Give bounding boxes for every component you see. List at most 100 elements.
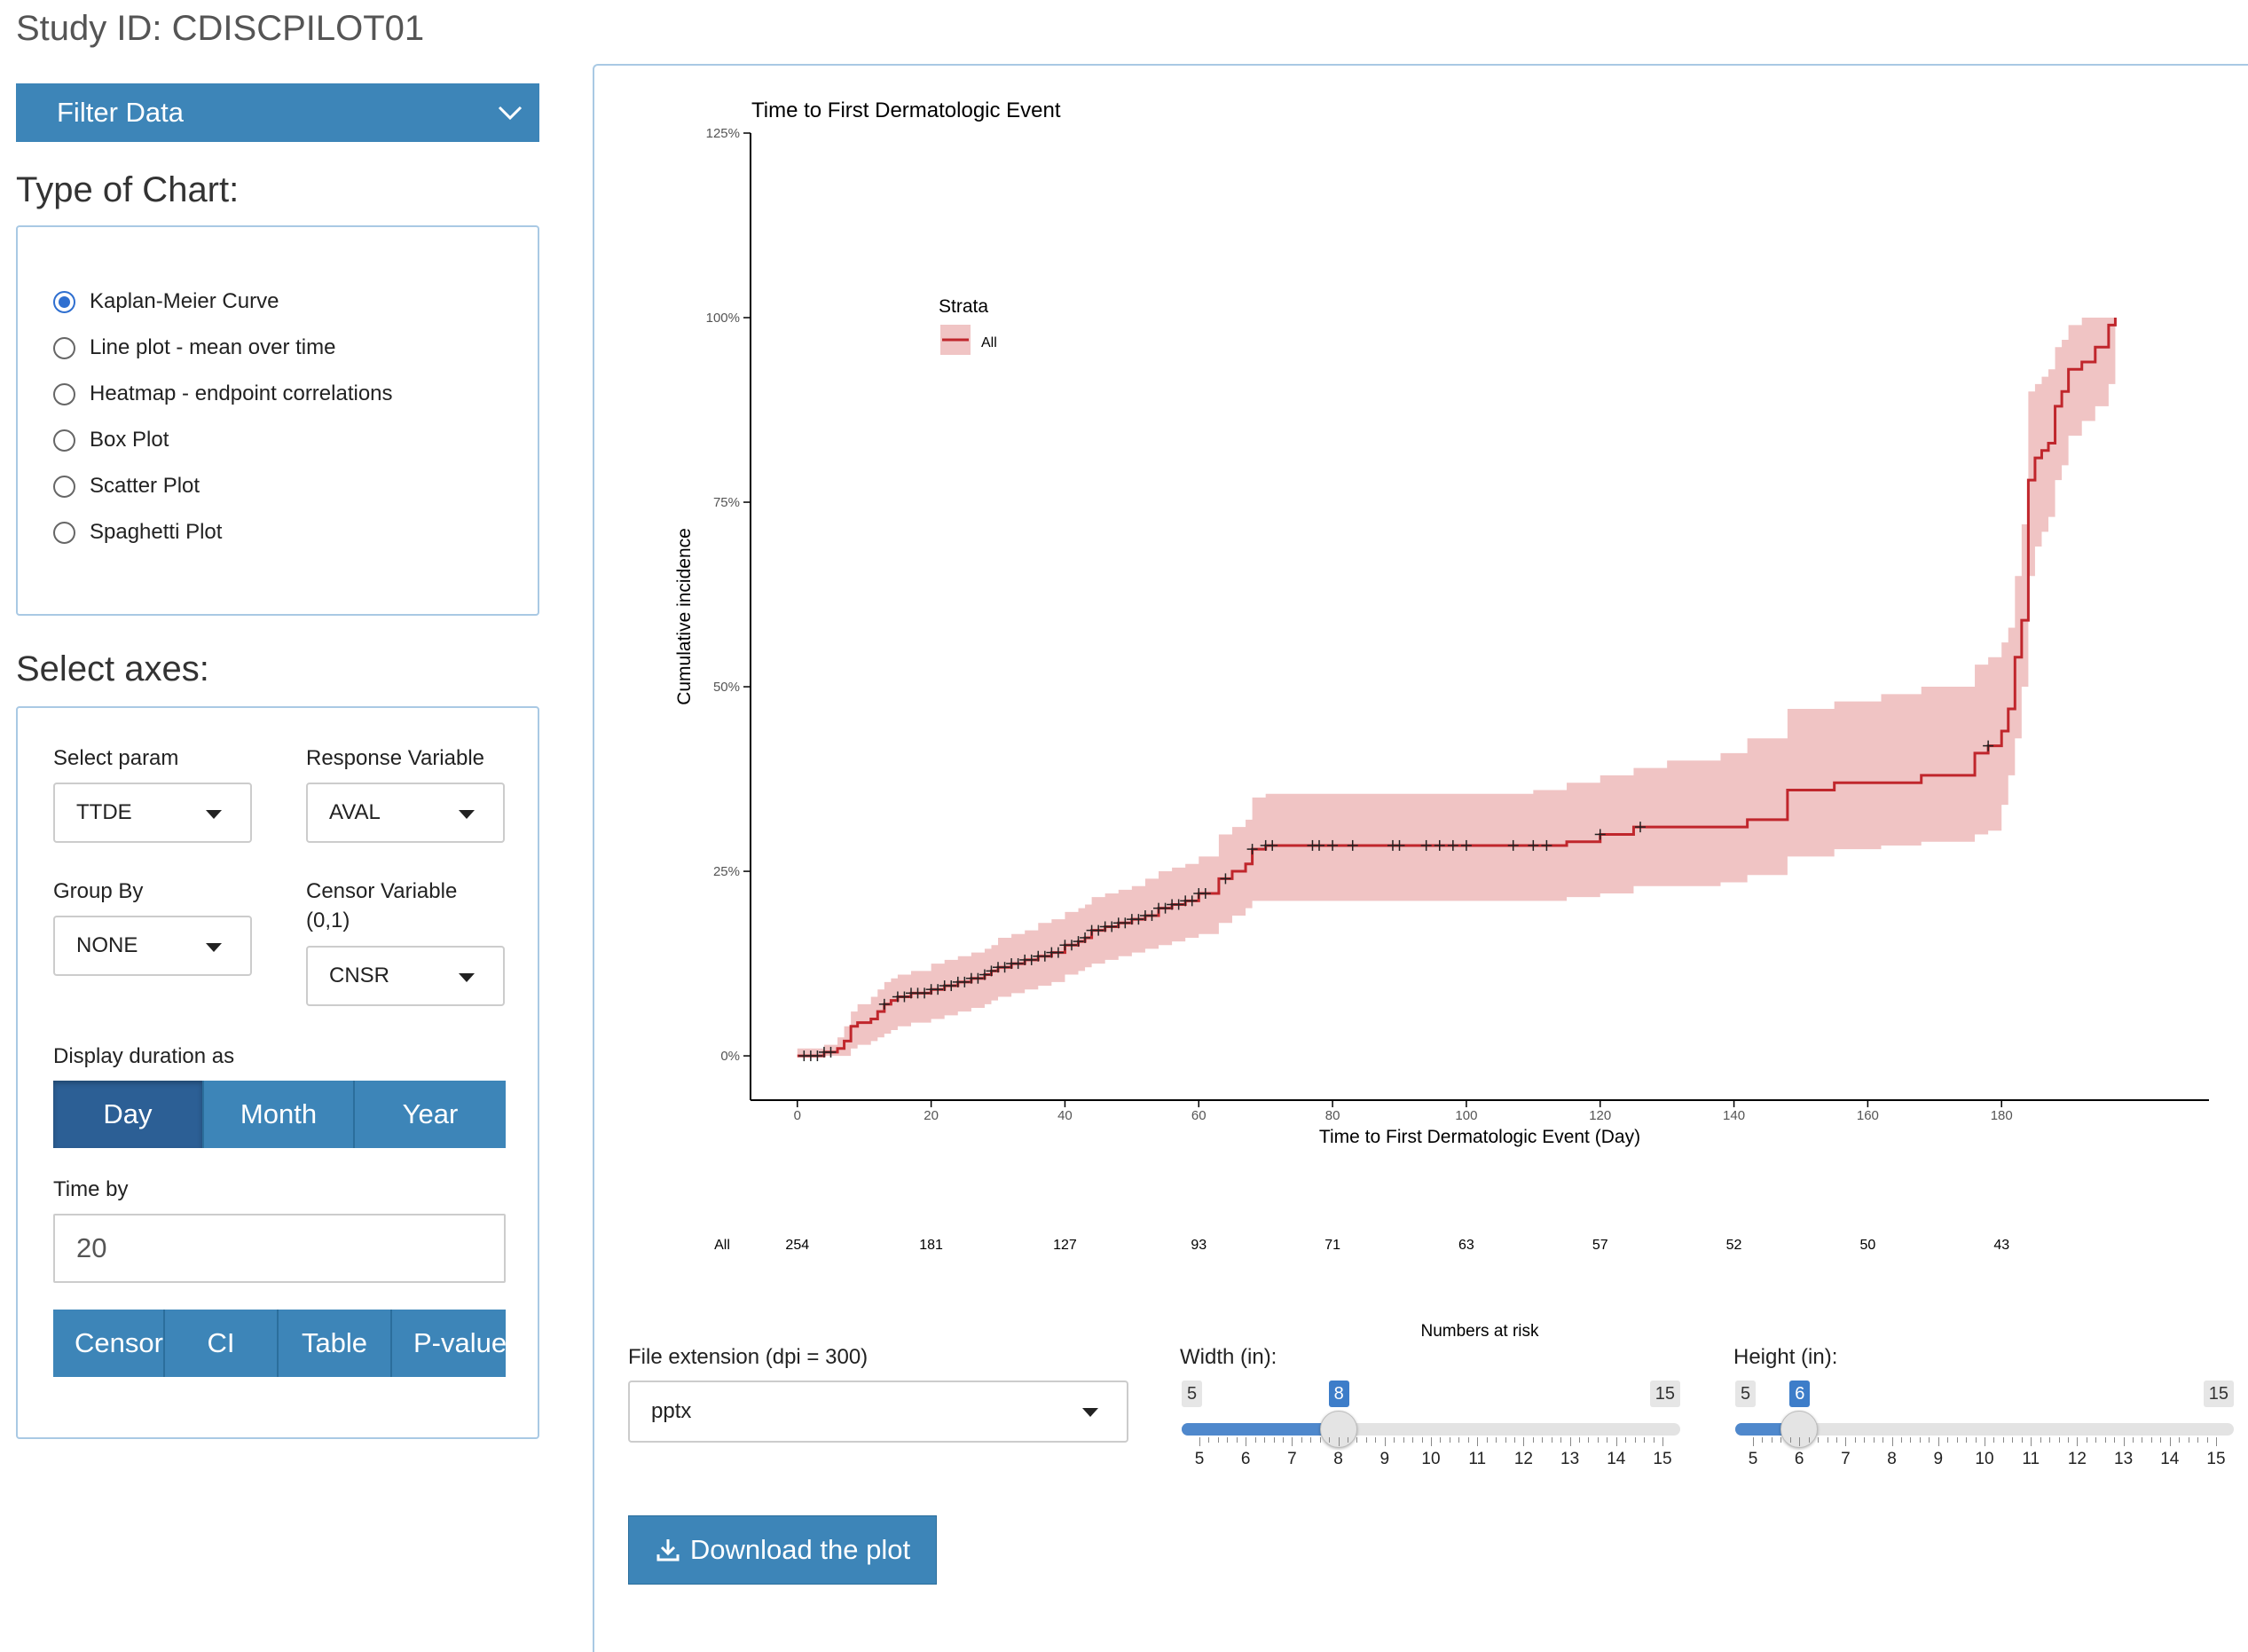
group-by-value: NONE [76,933,138,957]
slider-minor-tick [1227,1437,1229,1443]
slider-tick-label: 13 [1560,1450,1580,1468]
time-by-input[interactable]: 20 [53,1214,506,1283]
x-tick-label: 20 [924,1108,939,1123]
file-extension-label: File extension (dpi = 300) [628,1345,869,1369]
slider-minor-tick [2067,1437,2069,1443]
duration-label: Display duration as [53,1044,235,1068]
duration-button-group: Day Month Year [53,1081,506,1148]
risk-count: 57 [1592,1238,1608,1253]
slider-tick [1431,1437,1432,1446]
risk-count: 181 [919,1238,943,1253]
slider-tick [1938,1437,1939,1446]
slider-tick [1662,1437,1663,1446]
radio-button[interactable] [53,429,75,452]
response-variable-dropdown[interactable]: AVAL [306,783,505,843]
slider-minor-tick [1273,1437,1275,1443]
censor-mark [899,991,910,1003]
slider-minor-tick [1217,1437,1219,1443]
slider-minor-tick [1873,1437,1875,1443]
caret-down-icon [206,810,222,819]
slider-minor-tick [2058,1437,2060,1443]
radio-button[interactable] [53,382,75,405]
slider-minor-tick [1653,1437,1655,1443]
radio-label: Scatter Plot [90,474,200,498]
filter-data-toggle[interactable]: Filter Data [16,83,539,142]
radio-button[interactable] [53,521,75,544]
height-slider[interactable]: 5 15 6 5 6 7 8 9 10 11 12 13 14 15 [1735,1343,2234,1468]
slider-minor-tick [1486,1437,1488,1443]
file-extension-dropdown[interactable]: pptx [628,1381,1128,1443]
chart-type-heading: Type of Chart: [16,170,240,209]
radio-button[interactable] [53,475,75,498]
slider-tick [1753,1437,1754,1446]
censor-mark [825,1046,837,1058]
censor-mark [1080,932,1091,943]
slider-tick-label: 12 [2067,1450,2087,1468]
censor-mark [1093,924,1104,936]
censor-mark [1528,839,1539,851]
radio-label: Spaghetti Plot [90,520,223,544]
km-chart: Time to First Dermatologic Event Cumulat… [674,98,2209,1341]
group-by-dropdown[interactable]: NONE [53,916,252,976]
width-slider[interactable]: 5 15 8 5 6 7 8 9 10 11 12 13 14 15 [1182,1343,1680,1468]
chart-title: Time to First Dermatologic Event [751,98,1061,122]
radio-line-plot[interactable]: Line plot - mean over time [53,335,335,360]
radio-button-checked[interactable] [53,290,75,313]
slider-minor-tick [1264,1437,1266,1443]
slider-minor-tick [1966,1437,1968,1443]
slider-handle[interactable] [1780,1411,1819,1448]
p-value-toggle-button[interactable]: P-value [392,1310,506,1377]
download-plot-button[interactable]: Download the plot [628,1515,937,1585]
radio-heatmap[interactable]: Heatmap - endpoint correlations [53,382,393,406]
select-param-value: TTDE [76,800,132,824]
slider-minor-tick [1412,1437,1414,1443]
censor-mark [979,969,990,980]
slider-minor-tick [1375,1437,1377,1443]
risk-count: 50 [1859,1238,1875,1253]
duration-month-button[interactable]: Month [204,1081,355,1148]
censor-mark [812,1050,823,1062]
table-toggle-button[interactable]: Table [279,1310,392,1377]
slider-tick-label: 7 [1841,1450,1851,1468]
radio-box-plot[interactable]: Box Plot [53,428,169,452]
slider-track[interactable] [1735,1423,2234,1436]
slider-minor-tick [1208,1437,1210,1443]
radio-button[interactable] [53,336,75,359]
risk-count: 43 [1993,1238,2009,1253]
radio-kaplan-meier[interactable]: Kaplan-Meier Curve [53,289,279,314]
censor-mark [1594,829,1606,840]
radio-scatter-plot[interactable]: Scatter Plot [53,474,200,499]
censor-toggle-button[interactable]: Censor [53,1310,165,1377]
slider-minor-tick [2095,1437,2097,1443]
risk-count: 52 [1726,1238,1742,1253]
censor-mark [1146,909,1158,921]
slider-minor-tick [1762,1437,1764,1443]
censor-mark [919,987,931,999]
censor-mark [1026,954,1037,965]
slider-minor-tick [1634,1437,1636,1443]
y-tick-label: 0% [720,1049,740,1064]
censor-mark [932,984,944,995]
slider-tick [2123,1437,2125,1446]
x-tick-label: 140 [1723,1108,1745,1123]
legend: Strata All [939,296,997,355]
slider-minor-tick [2104,1437,2106,1443]
duration-day-button[interactable]: Day [53,1081,204,1148]
slider-minor-tick [1597,1437,1599,1443]
censor-variable-dropdown[interactable]: CNSR [306,946,505,1006]
radio-label: Heatmap - endpoint correlations [90,382,393,405]
ci-toggle-button[interactable]: CI [165,1310,279,1377]
slider-minor-tick [1827,1437,1828,1443]
risk-count: 63 [1458,1238,1474,1253]
slider-tick [1477,1437,1479,1446]
censor-mark [1246,844,1258,855]
slider-minor-tick [1403,1437,1404,1443]
caret-down-icon [459,810,475,819]
slider-max-label: 15 [1649,1381,1680,1407]
duration-year-button[interactable]: Year [355,1081,506,1148]
censor-mark [1133,914,1144,925]
slider-tick [1338,1437,1340,1446]
radio-spaghetti-plot[interactable]: Spaghetti Plot [53,520,222,545]
slider-tick-label: 7 [1287,1450,1297,1468]
select-param-dropdown[interactable]: TTDE [53,783,252,843]
